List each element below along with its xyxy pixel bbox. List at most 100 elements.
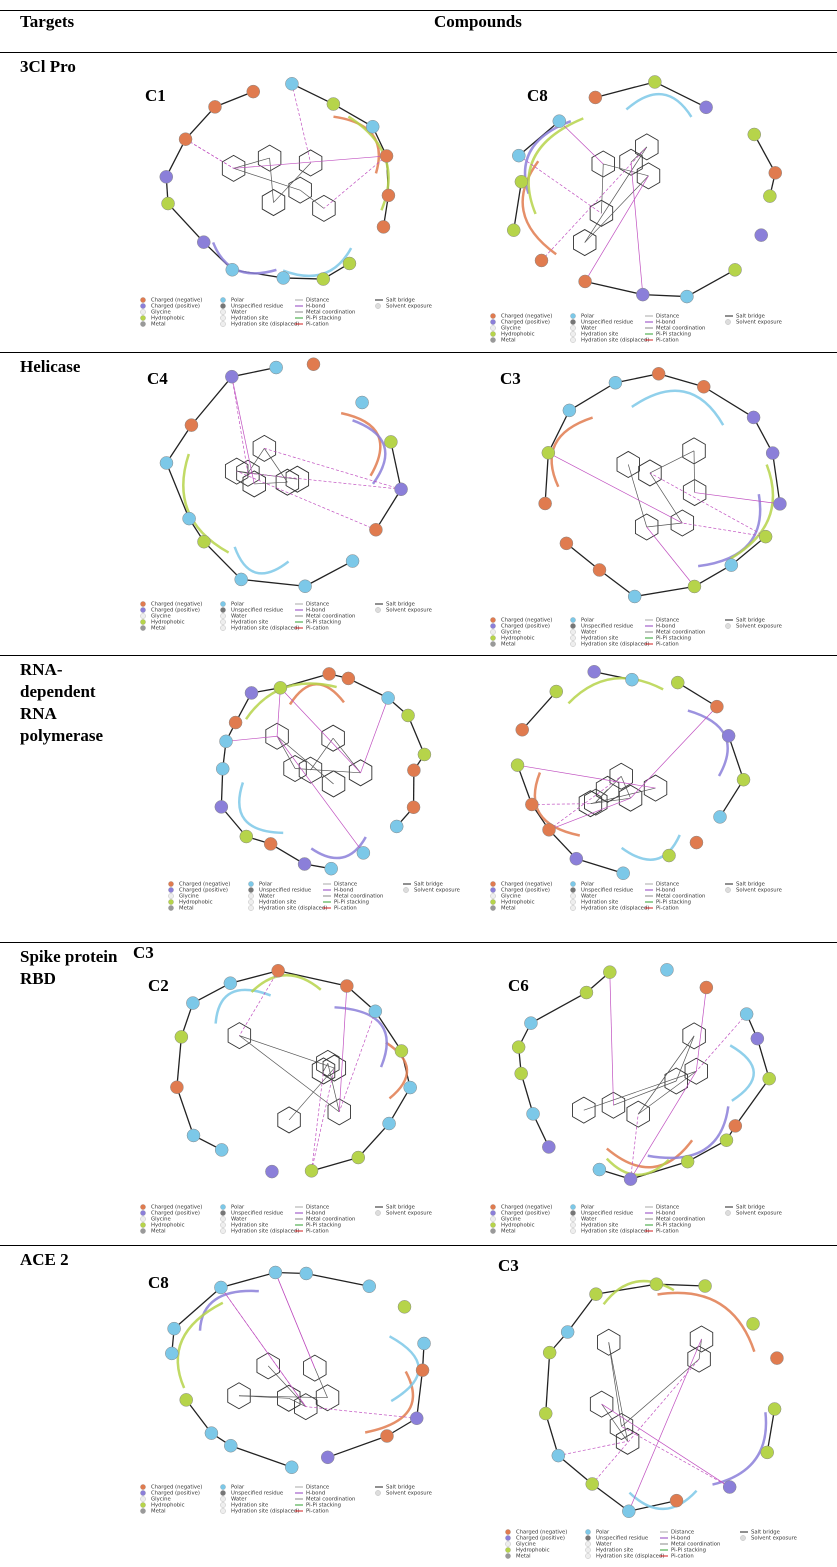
residue <box>327 98 340 111</box>
residue <box>224 977 237 990</box>
residue <box>269 1266 282 1279</box>
bond <box>609 1342 622 1426</box>
residue <box>624 1173 637 1186</box>
legend-swatch <box>570 629 575 634</box>
residue <box>356 396 369 409</box>
interaction <box>621 1426 729 1487</box>
residue <box>552 1449 565 1462</box>
legend-swatch <box>140 1502 145 1507</box>
backbone <box>531 993 587 1024</box>
legend-swatch <box>220 1484 225 1489</box>
legend-label: Solvent exposure <box>751 1536 797 1542</box>
legend-swatch <box>168 881 173 886</box>
residue <box>277 271 290 284</box>
exposure-arc <box>213 242 276 273</box>
legend-swatch <box>490 1228 495 1233</box>
compound-label: C3 <box>500 369 521 389</box>
residue <box>187 1129 200 1142</box>
compound-label: C6 <box>508 976 529 996</box>
residue <box>208 100 221 113</box>
backbone <box>629 1501 677 1512</box>
backbone <box>631 1162 688 1179</box>
bond <box>609 1342 628 1441</box>
legend-swatch <box>490 319 495 324</box>
residue <box>589 91 602 104</box>
legend-label: Solvent exposure <box>414 888 460 894</box>
bond <box>239 1036 334 1068</box>
exposure-arc <box>731 465 773 559</box>
legend-label: Hydration site (displaced) <box>581 1229 649 1235</box>
residue <box>588 665 601 678</box>
legend-label: Solvent exposure <box>386 304 432 310</box>
residue <box>617 867 630 880</box>
exposure-arc <box>712 1412 766 1484</box>
ring <box>573 1097 596 1123</box>
residue <box>179 133 192 146</box>
legend-swatch <box>248 893 253 898</box>
exposure-arc <box>365 1372 413 1433</box>
backbone <box>659 374 704 387</box>
legend-swatch <box>570 331 575 336</box>
legend-label: Hydration site (displaced) <box>231 626 299 632</box>
backbone <box>221 1272 275 1287</box>
residue <box>542 446 555 459</box>
residue <box>512 149 525 162</box>
residue <box>395 1045 408 1058</box>
interaction <box>695 493 780 504</box>
backbone <box>232 368 276 377</box>
legend-swatch <box>140 309 145 314</box>
legend-swatch <box>140 1222 145 1227</box>
legend-swatch <box>725 887 730 892</box>
backbone <box>522 692 556 730</box>
interaction <box>682 523 765 537</box>
residue <box>220 735 233 748</box>
backbone <box>729 736 744 780</box>
residue <box>382 691 395 704</box>
legend-label: Pi-cation <box>306 626 329 632</box>
residue <box>342 672 355 685</box>
residue <box>713 810 726 823</box>
residue <box>609 376 622 389</box>
legend-swatch <box>505 1553 510 1558</box>
residue <box>770 1352 783 1365</box>
compound-label: C4 <box>147 369 168 389</box>
residue <box>586 1477 599 1490</box>
legend-label: Metal <box>151 1509 166 1515</box>
residue <box>343 257 356 270</box>
legend-swatch <box>505 1535 510 1540</box>
residue <box>395 483 408 496</box>
residue <box>539 497 552 510</box>
residue <box>625 673 638 686</box>
legend-swatch <box>505 1541 510 1546</box>
legend-swatch <box>220 1496 225 1501</box>
legend-swatch <box>570 623 575 628</box>
residue <box>570 852 583 865</box>
legend-swatch <box>725 1210 730 1215</box>
legend-label: Metal <box>501 338 516 344</box>
residue <box>357 846 370 859</box>
residue <box>755 229 768 242</box>
residue <box>763 190 776 203</box>
backbone <box>704 387 754 418</box>
bond <box>277 736 295 768</box>
residue <box>299 580 312 593</box>
bond <box>254 482 287 484</box>
legend-swatch <box>403 887 408 892</box>
legend-swatch <box>140 321 145 326</box>
legend-swatch <box>168 887 173 892</box>
exposure-arc <box>698 494 760 566</box>
legend-swatch <box>220 1210 225 1215</box>
residue <box>416 1364 429 1377</box>
bond <box>650 451 694 473</box>
backbone <box>545 453 548 504</box>
legend-swatch <box>168 899 173 904</box>
residue <box>346 555 359 568</box>
legend-swatch <box>140 1496 145 1501</box>
legend-swatch <box>570 337 575 342</box>
rule <box>0 352 837 353</box>
residue <box>215 1143 228 1156</box>
legend-swatch <box>570 1228 575 1233</box>
residue <box>515 1067 528 1080</box>
legend-label: Pi-cation <box>306 1229 329 1235</box>
residue <box>226 263 239 276</box>
